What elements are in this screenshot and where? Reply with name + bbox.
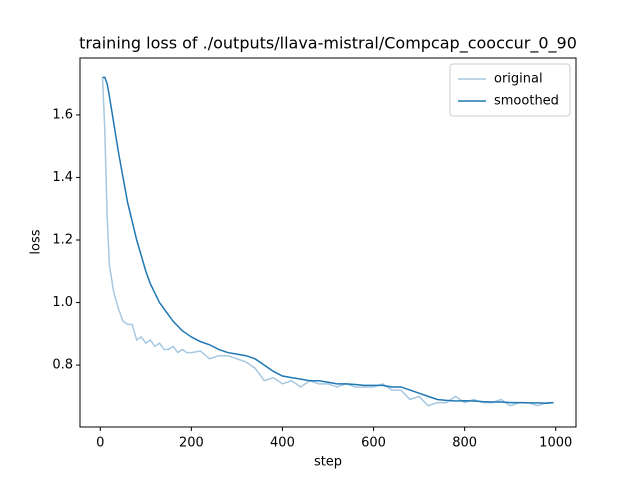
x-tick-label: 200 [179, 436, 204, 451]
x-tick-label: 0 [96, 436, 104, 451]
plot-frame [79, 57, 577, 428]
y-tick-label: 1.4 [52, 170, 73, 185]
legend-label: original [494, 72, 543, 87]
line-series [102, 76, 554, 404]
x-tick-label: 600 [361, 436, 386, 451]
legend-label: smoothed [494, 94, 559, 109]
line-series [101, 77, 554, 407]
y-tick-label: 1.6 [52, 107, 73, 122]
y-axis-label: loss [29, 229, 44, 254]
legend-box [449, 63, 571, 117]
y-tick-label: 1.0 [52, 295, 73, 310]
x-tick-label: 1000 [539, 436, 572, 451]
x-tick-label: 400 [270, 436, 295, 451]
x-axis-label: step [314, 455, 342, 470]
x-tick-label: 800 [452, 436, 477, 451]
y-tick-label: 1.2 [52, 232, 73, 247]
chart-title: training loss of ./outputs/llava-mistral… [79, 34, 577, 54]
y-tick-label: 0.8 [52, 358, 73, 373]
